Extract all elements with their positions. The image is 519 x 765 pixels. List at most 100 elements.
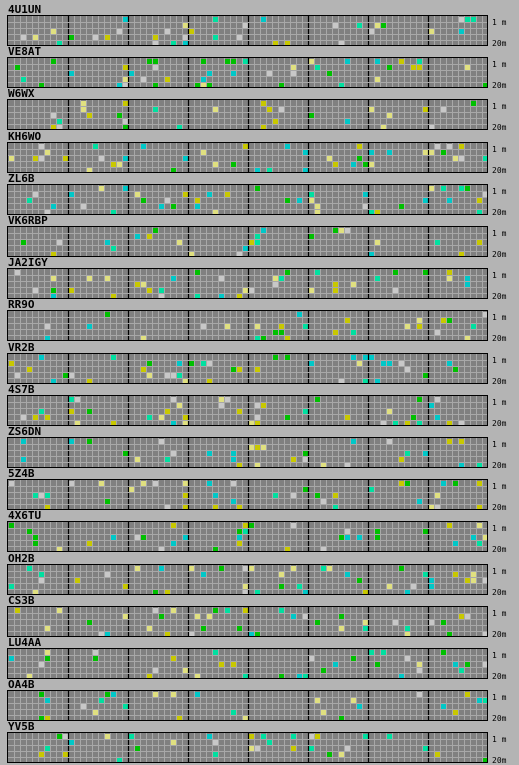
signal-cell <box>261 734 266 739</box>
signal-cell <box>33 192 38 197</box>
band-label-bottom: 20m <box>492 419 507 428</box>
signal-cell <box>441 620 446 625</box>
signal-cell <box>159 415 164 420</box>
band-label-top: 1 m <box>492 398 507 407</box>
signal-cell <box>393 421 398 425</box>
signal-cell <box>273 330 278 335</box>
signal-cell <box>141 282 146 287</box>
signal-cell <box>75 578 80 583</box>
signal-cell <box>471 535 476 540</box>
signal-cell <box>147 373 152 378</box>
signal-cell <box>477 210 482 214</box>
signal-cell <box>231 457 236 462</box>
signal-cell <box>327 566 332 571</box>
signal-grid <box>7 521 488 552</box>
signal-cell <box>189 361 194 366</box>
beacon-callsign: LU4AA <box>8 636 42 649</box>
signal-cell <box>387 734 392 739</box>
band-label-top: 1 m <box>492 271 507 280</box>
signal-cell <box>315 620 320 625</box>
signal-cell <box>39 355 44 360</box>
signal-cell <box>171 740 176 745</box>
band-label-bottom: 20m <box>492 545 507 554</box>
signal-cell <box>105 499 110 504</box>
signal-cell <box>387 113 392 118</box>
signal-cell <box>153 41 158 45</box>
signal-cell <box>309 656 314 661</box>
signal-cell <box>99 481 104 486</box>
signal-cell <box>93 650 98 655</box>
signal-cell <box>315 210 320 214</box>
signal-cell <box>375 276 380 281</box>
signal-cell <box>279 572 284 577</box>
signal-cell <box>447 632 452 636</box>
signal-cell <box>153 481 158 486</box>
signal-grid-canvas <box>8 58 487 87</box>
signal-cell <box>195 204 200 209</box>
signal-cell <box>33 590 38 594</box>
signal-grid-canvas <box>8 565 487 594</box>
signal-cell <box>171 421 176 425</box>
signal-cell <box>483 578 487 583</box>
signal-cell <box>33 535 38 540</box>
signal-cell <box>129 487 134 492</box>
signal-grid-canvas <box>8 269 487 298</box>
signal-cell <box>177 403 182 408</box>
signal-cell <box>423 270 428 275</box>
signal-cell <box>417 499 422 504</box>
signal-cell <box>405 367 410 372</box>
signal-cell <box>249 632 254 636</box>
signal-cell <box>363 590 368 594</box>
signal-cell <box>51 276 56 281</box>
signal-cell <box>219 294 224 298</box>
signal-cell <box>21 439 26 444</box>
signal-cell <box>453 572 458 577</box>
signal-grid-canvas <box>8 143 487 172</box>
signal-cell <box>243 566 248 571</box>
signal-cell <box>171 168 176 172</box>
signal-cell <box>417 668 422 673</box>
signal-cell <box>141 481 146 486</box>
signal-cell <box>477 463 482 467</box>
signal-cell <box>207 734 212 739</box>
signal-cell <box>381 650 386 655</box>
signal-cell <box>129 71 134 76</box>
signal-cell <box>51 29 56 34</box>
signal-cell <box>285 198 290 203</box>
signal-cell <box>165 373 170 378</box>
band-label-top: 1 m <box>492 229 507 238</box>
signal-cell <box>309 192 314 197</box>
signal-cell <box>87 439 92 444</box>
signal-cell <box>15 270 20 275</box>
signal-cell <box>405 324 410 329</box>
signal-cell <box>261 228 266 233</box>
signal-cell <box>333 505 338 509</box>
signal-cell <box>255 415 260 420</box>
signal-cell <box>387 439 392 444</box>
signal-cell <box>315 734 320 739</box>
signal-cell <box>291 566 296 571</box>
signal-cell <box>267 168 272 172</box>
band-label-top: 1 m <box>492 693 507 702</box>
signal-cell <box>243 529 248 534</box>
beacon-callsign: 5Z4B <box>8 467 35 480</box>
signal-cell <box>219 403 224 408</box>
signal-cell <box>315 270 320 275</box>
signal-cell <box>285 547 290 551</box>
signal-cell <box>303 168 308 172</box>
band-label-top: 1 m <box>492 735 507 744</box>
signal-cell <box>237 367 242 372</box>
signal-cell <box>333 288 338 293</box>
signal-cell <box>177 240 182 245</box>
signal-cell <box>171 692 176 697</box>
signal-cell <box>267 107 272 112</box>
signal-cell <box>423 150 428 155</box>
signal-cell <box>369 210 374 214</box>
signal-cell <box>297 312 302 317</box>
signal-cell <box>309 734 314 739</box>
signal-cell <box>459 17 464 22</box>
band-label-top: 1 m <box>492 313 507 322</box>
signal-cell <box>219 397 224 402</box>
signal-cell <box>111 162 116 167</box>
signal-cell <box>51 288 56 293</box>
